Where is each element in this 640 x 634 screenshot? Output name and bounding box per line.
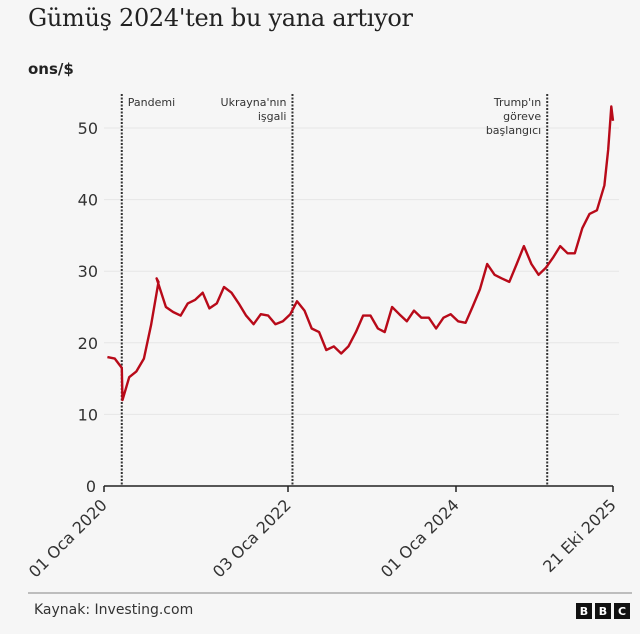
y-tick-label: 10 — [78, 405, 98, 424]
chart-title: Gümüş 2024'ten bu yana artıyor — [28, 4, 413, 32]
event-annotation: Pandemi — [128, 96, 175, 109]
x-tick-label: 21 Eki 2025 — [539, 495, 620, 576]
event-annotation: Ukrayna'nın — [221, 96, 287, 109]
x-axis: 01 Oca 2020 03 Oca 2022 01 Oca 2024 21 Eki … — [25, 485, 620, 581]
y-axis-ticks: 0 10 20 30 40 50 — [78, 119, 98, 496]
logo-letter: B — [576, 603, 592, 619]
y-gridlines — [104, 127, 619, 415]
logo-letter: B — [595, 603, 611, 619]
y-tick-label: 20 — [78, 334, 98, 353]
logo-letter: C — [614, 603, 630, 619]
y-axis-unit-label: ons/$ — [28, 60, 74, 78]
source-credit: Kaynak: Investing.com — [34, 602, 194, 618]
x-tick-label: 01 Oca 2020 — [25, 495, 111, 581]
event-annotation: başlangıcı — [486, 124, 541, 137]
y-tick-label: 40 — [78, 191, 98, 210]
x-tick-label: 03 Oca 2022 — [209, 495, 295, 581]
x-tick-label: 01 Oca 2024 — [377, 495, 463, 581]
event-annotation: göreve — [503, 110, 541, 123]
y-tick-label: 30 — [78, 262, 98, 281]
silver-price-line — [107, 105, 615, 402]
event-annotation: işgali — [258, 110, 287, 123]
y-tick-label: 50 — [78, 119, 98, 138]
event-annotation: Trump'ın — [493, 96, 541, 109]
bbc-logo: B B C — [576, 603, 630, 619]
footer-divider — [28, 592, 632, 594]
y-tick-label: 0 — [86, 477, 96, 496]
